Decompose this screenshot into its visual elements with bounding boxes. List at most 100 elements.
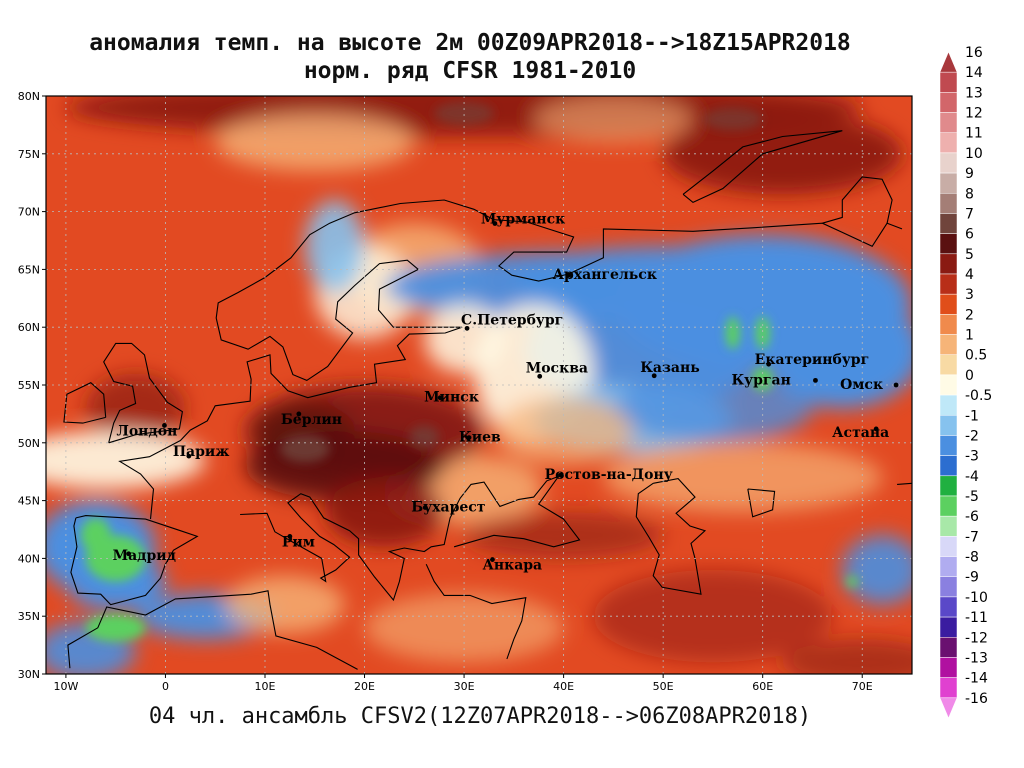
colorbar-cap-bottom (939, 697, 958, 719)
city-dot (490, 557, 495, 562)
colorbar-label: -2 (965, 428, 979, 444)
lat-tick-label: 50N (18, 437, 40, 450)
colorbar-label: -0.5 (965, 388, 992, 404)
anomaly-patch (304, 200, 365, 293)
city-label: Архангельск (553, 267, 657, 283)
anomaly-field (46, 96, 912, 674)
colorbar-swatch (939, 576, 958, 598)
coastline (103, 342, 184, 444)
city-label: Киев (459, 430, 501, 446)
anomaly-core (846, 575, 859, 588)
coastline (240, 475, 581, 602)
coastline (118, 326, 463, 520)
colorbar-swatch (939, 193, 958, 214)
colorbar-swatch (939, 172, 958, 194)
colorbar-label: 10 (965, 146, 983, 162)
coastline (822, 176, 893, 224)
colorbar-label: 9 (965, 166, 974, 182)
lon-tick-label: 30E (454, 680, 475, 693)
colorbar-swatch (939, 92, 958, 113)
anomaly-patch (493, 396, 634, 466)
anomaly-core (702, 107, 763, 131)
lon-tick-label: 40E (553, 680, 574, 693)
colorbar-label: 11 (965, 126, 983, 142)
colorbar-swatch (939, 374, 958, 396)
lat-tick-label: 80N (18, 90, 40, 103)
graticule (46, 96, 912, 674)
colorbar-label: -7 (965, 529, 979, 545)
anomaly-patch (603, 442, 883, 513)
colorbar-swatch (939, 132, 958, 154)
lat-tick-label: 70N (18, 206, 40, 219)
anomaly-patch (762, 292, 912, 409)
city-dot (766, 361, 772, 367)
lat-tick-label: 40N (18, 552, 40, 565)
colorbar-label: -8 (965, 550, 979, 566)
anomaly-core (725, 316, 740, 350)
lat-tick-label: 75N (18, 148, 40, 161)
colorbar-swatch (939, 455, 958, 477)
colorbar-label: 6 (965, 227, 974, 243)
longitude-ticks: 10W 0 10E 20E 30E 40E 50E 60E 70E (53, 674, 873, 693)
city-dot (492, 221, 498, 226)
anomaly-patch (255, 402, 355, 461)
colorbar-label: 1 (965, 328, 974, 344)
colorbar-swatch (939, 314, 958, 335)
city-label: Бухарест (411, 500, 486, 516)
anomaly-patch (424, 304, 504, 374)
city-label: Ростов-на-Дону (545, 467, 673, 483)
city-labels: Мурманск Архангельск С.Петербург Москва Каза… (113, 212, 899, 574)
city-dot (162, 423, 167, 428)
colorbar-swatch (939, 233, 958, 255)
city-dot (813, 377, 818, 383)
lon-tick-label: 10W (53, 680, 78, 693)
anomaly-patch (842, 535, 912, 605)
anomaly-patch (225, 575, 345, 634)
coastline (425, 563, 527, 660)
coastlines (63, 130, 912, 670)
city-dot (466, 435, 472, 440)
colorbar-swatch (939, 213, 958, 234)
lon-tick-label: 50E (653, 680, 674, 693)
city-dot (422, 505, 428, 510)
city-dot (566, 272, 571, 278)
colorbar-swatch (939, 657, 958, 678)
colorbar-label: -12 (965, 630, 988, 646)
ensemble-footer: 04 чл. ансамбль CFSV2(12Z07APR2018-->06Z… (148, 704, 812, 729)
city-label: Астана (832, 425, 889, 441)
colorbar-label: 14 (965, 65, 983, 81)
colorbar-swatch (939, 556, 958, 577)
colorbar-label: -9 (965, 570, 979, 586)
city-dot (558, 472, 564, 478)
city-label: Лондон (116, 423, 177, 439)
city-dot (893, 382, 899, 388)
lat-tick-label: 55N (18, 379, 40, 392)
city-label: Мадрид (113, 548, 176, 564)
anomaly-patch (782, 639, 912, 674)
anomaly-core (80, 517, 111, 553)
colorbar-swatch (939, 253, 958, 275)
anomaly-core (434, 101, 494, 125)
colorbar-label: -13 (965, 650, 988, 666)
colorbar-swatch (939, 415, 958, 436)
coastline (215, 199, 903, 382)
colorbar-label: 4 (965, 267, 974, 283)
anomaly-core (755, 316, 770, 350)
anomaly-core (409, 425, 440, 449)
colorbar: 16 14 13 12 11 10 9 8 7 6 5 4 3 2 1 0.5 0 -0.5 -1 -2 -3 -4 -5 -… (939, 45, 992, 719)
city-label: Анкара (482, 558, 542, 574)
colorbar-label: -4 (965, 469, 979, 485)
colorbar-swatch (939, 435, 958, 456)
anomaly-patch (533, 96, 694, 143)
colorbar-label: -16 (965, 691, 988, 707)
colorbar-swatch (939, 515, 958, 537)
colorbar-swatch (939, 293, 958, 315)
colorbar-swatch (939, 71, 958, 93)
coastline (682, 130, 843, 204)
city-dot (873, 426, 879, 432)
city-label: Москва (526, 360, 588, 376)
colorbar-swatch (939, 354, 958, 376)
anomaly-patch (324, 477, 445, 547)
colorbar-label: -1 (965, 408, 979, 424)
